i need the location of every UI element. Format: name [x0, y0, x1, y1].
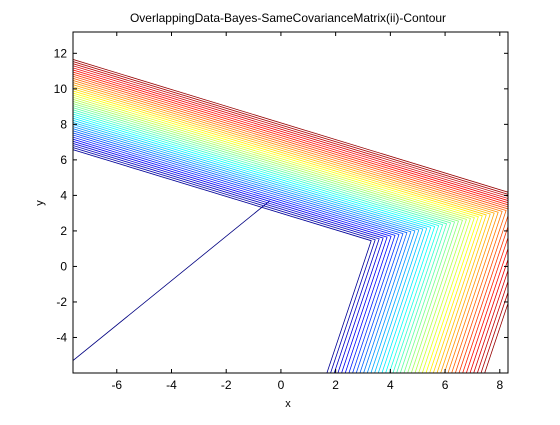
x-tick-label: 0	[278, 378, 285, 392]
contour-line-31	[73, 86, 491, 373]
contour-line-24	[73, 101, 463, 373]
y-tick-label: 10	[54, 82, 68, 96]
x-axis: -6 -4 -2 0 2 4 6 8	[111, 32, 503, 392]
contour-line-21	[73, 107, 452, 373]
contour-line-44	[73, 59, 508, 373]
contour-line-14	[73, 122, 424, 373]
contour-line-42	[73, 63, 508, 373]
contour-line-28	[73, 92, 479, 373]
y-tick-label: 0	[60, 259, 67, 273]
contour-line-8	[73, 134, 400, 373]
y-tick-label: 8	[60, 117, 67, 131]
y-tick-label: 4	[60, 188, 67, 202]
contour-line-43	[73, 61, 508, 373]
contour-line-36	[73, 75, 508, 373]
contour-line-35	[73, 77, 507, 373]
contour-line-9	[73, 132, 404, 373]
contour-line-23	[73, 103, 459, 373]
contour-line-29	[73, 90, 483, 373]
contour-line-13	[73, 124, 420, 373]
contour-line-5	[73, 140, 388, 373]
x-tick-label: -6	[111, 378, 122, 392]
contour-line-40	[73, 67, 508, 373]
x-tick-label: 6	[442, 378, 449, 392]
contour-line-18	[73, 113, 440, 373]
contour-line-26	[73, 96, 471, 373]
contour-line-inner	[73, 200, 271, 361]
contour-line-25	[73, 98, 467, 373]
contour-line-34	[73, 80, 503, 373]
contour-line-39	[73, 69, 508, 373]
contour-line-33	[73, 82, 499, 373]
contour-line-12	[73, 126, 416, 373]
x-tick-label: -4	[166, 378, 177, 392]
contour-line-7	[73, 136, 396, 373]
contour-line-6	[73, 138, 392, 373]
contour-line-27	[73, 94, 475, 373]
contour-line-30	[73, 88, 487, 373]
contour-line-15	[73, 119, 428, 373]
y-tick-label: 2	[60, 224, 67, 238]
contour-line-41	[73, 65, 508, 373]
contour-line-19	[73, 111, 444, 373]
y-tick-label: 6	[60, 153, 67, 167]
contour-line-4	[73, 142, 384, 373]
contour-line-17	[73, 115, 436, 373]
contour-line-38	[73, 71, 508, 373]
contour-line-1	[73, 149, 372, 373]
contour-line-3	[73, 145, 380, 373]
contour-line-20	[73, 109, 448, 373]
x-tick-label: 2	[332, 378, 339, 392]
plot-content	[73, 59, 508, 373]
y-tick-label: 12	[54, 46, 68, 60]
plot-frame	[72, 31, 509, 374]
y-tick-label: -2	[56, 295, 67, 309]
contour-line-10	[73, 130, 408, 373]
y-axis: -4 -2 0 2 4 6 8 10 12	[54, 46, 508, 344]
contour-line-32	[73, 84, 495, 373]
contour-line-11	[73, 128, 412, 373]
contour-line-16	[73, 117, 432, 373]
x-tick-label: 8	[496, 378, 503, 392]
chart-title: OverlappingData-Bayes-SameCovarianceMatr…	[130, 11, 446, 25]
contour-line-37	[73, 73, 508, 373]
x-tick-label: -2	[221, 378, 232, 392]
y-axis-label: y	[34, 200, 46, 206]
x-tick-label: 4	[387, 378, 394, 392]
y-tick-label: -4	[56, 330, 67, 344]
contour-line-22	[73, 105, 456, 373]
contour-line-2	[73, 147, 376, 373]
x-axis-label: x	[285, 398, 291, 410]
